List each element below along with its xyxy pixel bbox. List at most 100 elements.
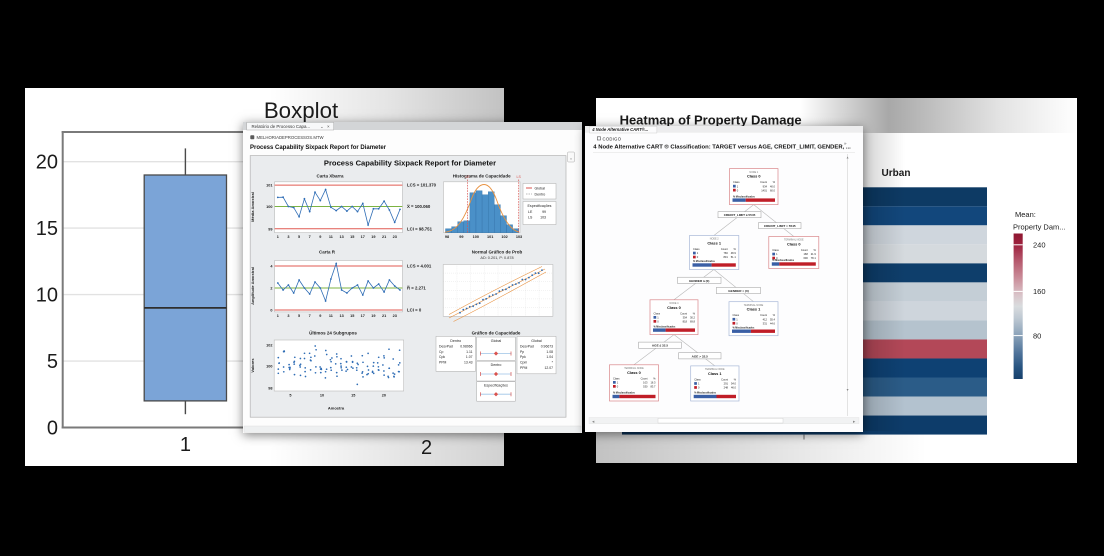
svg-text:Class 0: Class 0 bbox=[627, 370, 641, 375]
svg-text:% Misclassificados: % Misclassificados bbox=[694, 392, 716, 395]
svg-text:10: 10 bbox=[320, 394, 324, 398]
svg-text:934: 934 bbox=[763, 184, 768, 188]
svg-text:78.1: 78.1 bbox=[811, 256, 817, 260]
svg-text:21: 21 bbox=[382, 235, 386, 239]
svg-text:DesvPad: DesvPad bbox=[520, 344, 534, 348]
svg-text:101: 101 bbox=[487, 235, 493, 239]
svg-text:99: 99 bbox=[268, 227, 272, 231]
svg-text:% Misclassificados: % Misclassificados bbox=[733, 195, 755, 198]
svg-text:5: 5 bbox=[289, 394, 291, 398]
svg-text:19: 19 bbox=[371, 314, 375, 318]
svg-text:LCI = 98.751: LCI = 98.751 bbox=[407, 226, 433, 231]
svg-text:1: 1 bbox=[180, 434, 191, 456]
svg-text:CREDIT_LIMIT ≤ 5545: CREDIT_LIMIT ≤ 5545 bbox=[724, 213, 756, 217]
svg-text:0: 0 bbox=[736, 321, 738, 325]
svg-text:291: 291 bbox=[724, 382, 729, 386]
svg-text:Cp: Cp bbox=[439, 350, 443, 354]
svg-text:Process Capability Sixpack Rep: Process Capability Sixpack Report for Di… bbox=[250, 145, 387, 151]
svg-text:13: 13 bbox=[339, 235, 343, 239]
svg-text:16.3: 16.3 bbox=[650, 381, 656, 385]
svg-text:1: 1 bbox=[277, 314, 279, 318]
svg-text:0: 0 bbox=[737, 188, 739, 192]
svg-text:Mean:: Mean: bbox=[1015, 210, 1036, 219]
svg-text:MELHORIADEPROCESSOS.MTW: MELHORIADEPROCESSOS.MTW bbox=[257, 135, 325, 140]
svg-text:Class 1: Class 1 bbox=[707, 241, 721, 246]
svg-text:7: 7 bbox=[309, 314, 311, 318]
svg-text:13.43: 13.43 bbox=[464, 361, 473, 365]
svg-text:*: * bbox=[552, 361, 554, 365]
svg-text:% Misclassificados: % Misclassificados bbox=[613, 392, 635, 395]
svg-text:55.4: 55.4 bbox=[770, 317, 776, 321]
svg-text:Class: Class bbox=[693, 247, 700, 251]
svg-text:AGE ≤ 32.5: AGE ≤ 32.5 bbox=[652, 344, 668, 348]
svg-text:Carta R: Carta R bbox=[319, 250, 336, 255]
svg-text:R̅ = 2.271: R̅ = 2.271 bbox=[406, 286, 426, 291]
svg-text:% Misclassificados: % Misclassificados bbox=[654, 325, 676, 328]
svg-text:46.0: 46.0 bbox=[731, 386, 737, 390]
svg-text:1.08: 1.08 bbox=[546, 350, 553, 354]
svg-text:%: % bbox=[734, 377, 737, 381]
svg-text:Property Dam...: Property Dam... bbox=[1013, 223, 1066, 232]
svg-text:%: % bbox=[733, 247, 736, 251]
svg-text:60.0: 60.0 bbox=[770, 188, 776, 192]
svg-text:LS: LS bbox=[528, 216, 533, 220]
svg-text:0: 0 bbox=[697, 255, 699, 259]
svg-text:Urban: Urban bbox=[882, 168, 911, 179]
svg-text:Class: Class bbox=[694, 377, 701, 381]
svg-text:54.0: 54.0 bbox=[731, 382, 737, 386]
svg-text:AGE > 32.5: AGE > 32.5 bbox=[692, 354, 709, 358]
svg-text:CODIGO: CODIGO bbox=[603, 136, 622, 141]
svg-text:Especificações: Especificações bbox=[484, 384, 508, 388]
svg-text:15: 15 bbox=[350, 235, 354, 239]
svg-text:0.96673: 0.96673 bbox=[541, 344, 553, 348]
svg-text:51.1: 51.1 bbox=[731, 255, 737, 259]
svg-text:Dentro: Dentro bbox=[535, 193, 546, 197]
svg-text:×: × bbox=[327, 124, 330, 129]
svg-text:LE: LE bbox=[465, 175, 470, 179]
svg-text:801: 801 bbox=[723, 255, 728, 259]
svg-text:98: 98 bbox=[268, 387, 272, 391]
svg-text:530: 530 bbox=[643, 385, 648, 389]
svg-text:LCS = 101.370: LCS = 101.370 bbox=[407, 183, 437, 188]
svg-text:248: 248 bbox=[724, 386, 729, 390]
svg-text:GENDER ≤ (0): GENDER ≤ (0) bbox=[689, 279, 709, 283]
svg-text:9: 9 bbox=[319, 314, 321, 318]
svg-text:48.9: 48.9 bbox=[731, 251, 737, 255]
svg-text:NODE 4: NODE 4 bbox=[670, 302, 680, 305]
svg-text:0: 0 bbox=[47, 418, 58, 440]
svg-text:%: % bbox=[653, 376, 656, 380]
svg-text:Relatório de Processo Capa...: Relatório de Processo Capa... bbox=[252, 124, 311, 129]
svg-text:412: 412 bbox=[763, 317, 768, 321]
svg-text:11: 11 bbox=[329, 314, 333, 318]
svg-text:%: % bbox=[773, 313, 776, 317]
svg-text:1: 1 bbox=[737, 184, 739, 188]
svg-text:Count: Count bbox=[721, 377, 728, 381]
svg-text:Class: Class bbox=[613, 376, 620, 380]
svg-text:Global: Global bbox=[535, 187, 546, 191]
svg-text:15: 15 bbox=[350, 314, 354, 318]
svg-text:TERMINAL NODE: TERMINAL NODE bbox=[744, 304, 764, 307]
svg-text:1: 1 bbox=[776, 252, 778, 256]
svg-text:LS: LS bbox=[517, 175, 522, 179]
svg-text:TERMINAL NODE: TERMINAL NODE bbox=[705, 368, 725, 371]
svg-text:100: 100 bbox=[266, 365, 272, 369]
svg-text:23: 23 bbox=[393, 314, 397, 318]
svg-text:Dentro: Dentro bbox=[491, 363, 502, 367]
svg-text:21: 21 bbox=[382, 314, 386, 318]
svg-text:30.2: 30.2 bbox=[690, 316, 696, 320]
svg-text:Cpm: Cpm bbox=[520, 361, 527, 365]
svg-text:Últimos 24 Subgrupos: Últimos 24 Subgrupos bbox=[309, 329, 357, 335]
svg-text:98: 98 bbox=[445, 235, 449, 239]
svg-text:Count: Count bbox=[721, 247, 728, 251]
svg-text:40.0: 40.0 bbox=[770, 184, 776, 188]
svg-text:15: 15 bbox=[351, 394, 355, 398]
svg-text:354: 354 bbox=[683, 316, 688, 320]
svg-text:»: » bbox=[844, 141, 847, 146]
svg-text:23: 23 bbox=[393, 235, 397, 239]
svg-text:100: 100 bbox=[473, 235, 479, 239]
svg-text:0: 0 bbox=[270, 309, 272, 313]
svg-text:◀: ◀ bbox=[592, 420, 595, 424]
svg-text:83.7: 83.7 bbox=[650, 385, 656, 389]
svg-text:% Misclassificados: % Misclassificados bbox=[772, 259, 794, 262]
svg-text:PPM: PPM bbox=[439, 361, 447, 365]
